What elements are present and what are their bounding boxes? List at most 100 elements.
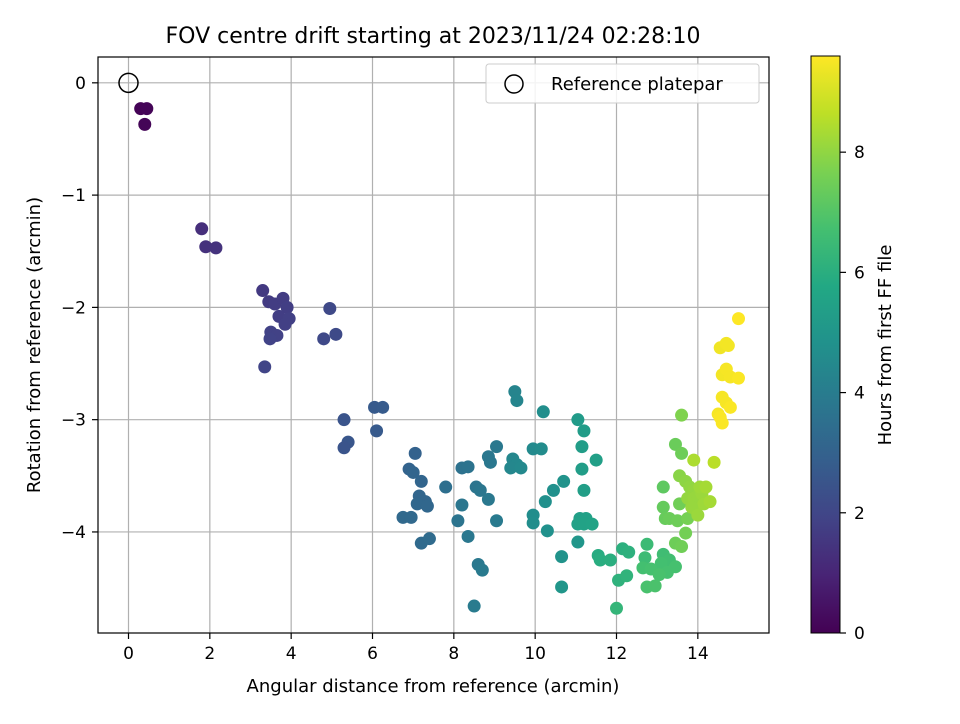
data-point [652,568,666,582]
data-point [455,498,469,512]
data-point [138,117,152,131]
data-point [420,499,434,513]
reference-marker [118,72,139,94]
data-point [691,508,705,522]
data-point [732,371,745,385]
data-point [557,474,571,488]
data-point [370,424,384,438]
data-point [675,408,689,422]
data-point [263,332,277,346]
data-point [732,312,745,326]
data-point [575,440,589,454]
data-points [134,102,745,615]
x-tick-label: 14 [687,644,709,664]
y-axis-ticks: 0 −1 −2 −3 −4 [61,74,98,543]
data-point [571,535,585,549]
data-point [638,551,652,565]
y-tick-label: −4 [61,523,86,543]
data-point [461,460,475,474]
data-point [675,446,689,460]
data-point [679,526,693,540]
legend: Reference platepar [485,63,760,104]
data-point [687,453,701,467]
colorbar: 0 2 4 6 8 Hours from first FF file [810,55,896,644]
x-tick-label: 12 [606,644,628,664]
data-point [483,455,497,469]
data-point [461,529,475,543]
data-point [723,400,737,414]
data-point [410,497,424,511]
chart-title: FOV centre drift starting at 2023/11/24 … [166,24,701,49]
data-point [555,550,569,564]
data-point [526,516,540,530]
data-point [280,300,294,314]
colorbar-tick-label: 4 [854,384,865,404]
data-point [278,317,292,331]
colorbar-tick-label: 2 [854,504,865,524]
data-point [603,553,617,567]
data-point [546,483,560,497]
colorbar-tick-label: 0 [854,624,865,644]
data-point [422,532,436,546]
x-tick-label: 2 [204,644,215,664]
data-point [317,332,331,346]
data-point [703,495,717,509]
data-point [699,480,713,494]
data-point [675,540,689,554]
x-axis-label: Angular distance from reference (arcmin) [247,676,620,697]
data-point [323,302,337,316]
data-point [575,462,589,476]
data-point [414,474,428,488]
data-point [577,483,591,497]
data-point [707,455,721,469]
data-point [620,569,634,583]
data-point [536,405,550,419]
data-point [555,580,569,594]
y-axis-label: Rotation from reference (arcmin) [24,197,45,493]
data-point [258,360,272,374]
x-axis-ticks: 0 2 4 6 8 10 12 14 [123,633,709,664]
data-point [467,599,481,613]
data-point [671,514,684,528]
data-point [715,416,729,430]
colorbar-label: Hours from first FF file [875,245,896,446]
data-point [640,537,654,551]
legend-box [485,63,760,104]
data-point [514,461,528,475]
data-point [490,440,504,454]
data-point [610,601,623,615]
x-tick-label: 10 [524,644,546,664]
data-point [648,579,662,593]
data-point [622,545,636,559]
y-tick-label: 0 [75,74,86,94]
data-point [195,222,209,236]
data-point [199,240,213,254]
data-point [473,483,487,497]
grid [98,57,769,633]
data-point [209,241,223,255]
data-point [593,553,607,567]
data-point [540,524,554,538]
y-tick-label: −1 [61,186,86,206]
data-point [538,495,552,509]
data-point [656,500,670,514]
y-tick-label: −2 [61,298,86,318]
data-point [571,413,585,427]
data-point [681,511,695,525]
colorbar-tick-label: 6 [854,263,865,283]
data-point [534,442,548,456]
data-point [256,284,270,298]
colorbar-gradient [810,55,841,634]
data-point [504,461,518,475]
data-point [337,413,351,427]
data-point [337,441,351,455]
data-point [329,327,343,341]
data-point [475,563,489,577]
colorbar-tick-label: 8 [854,143,865,163]
x-tick-label: 0 [123,644,134,664]
data-point [585,517,599,531]
data-point [406,465,420,479]
data-point [481,492,495,506]
data-point [376,400,390,414]
